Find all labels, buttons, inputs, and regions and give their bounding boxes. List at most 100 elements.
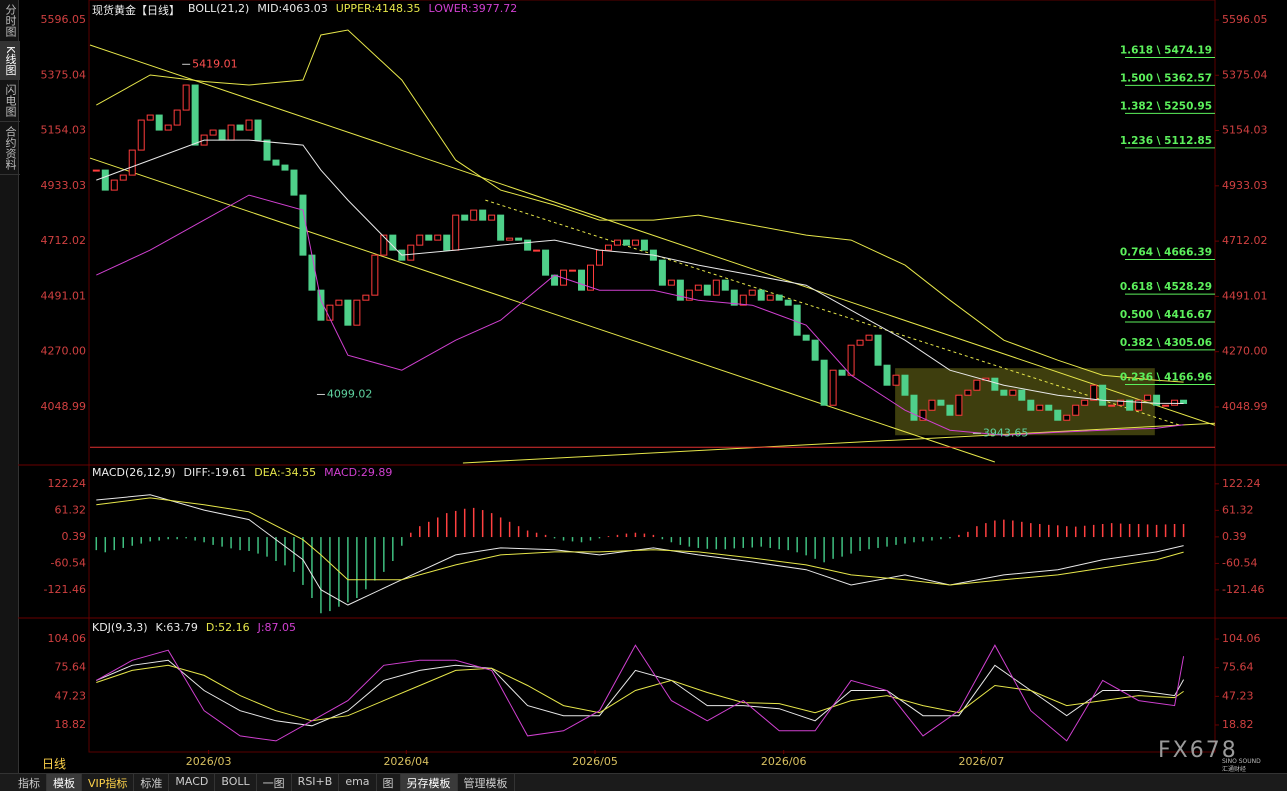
indicator-line — [96, 29, 1184, 383]
candle — [1090, 384, 1098, 401]
candle — [245, 119, 253, 131]
candle — [973, 379, 981, 391]
y-tick-label: 47.23 — [55, 689, 87, 702]
toolbar-tab[interactable]: MACD — [169, 774, 216, 791]
candle — [757, 289, 765, 301]
y-tick-label: 4491.01 — [1222, 289, 1268, 302]
series-label: K:63.79 — [155, 621, 198, 634]
candle — [1036, 404, 1044, 411]
toolbar-tab[interactable]: RSI+B — [292, 774, 340, 791]
candle — [479, 209, 487, 221]
candle — [784, 299, 792, 306]
candle — [533, 249, 541, 252]
y-tick-label: 4270.00 — [1222, 345, 1268, 358]
candle — [317, 289, 325, 321]
candle — [712, 279, 720, 296]
indicator-line — [96, 194, 1184, 436]
candle — [1045, 404, 1053, 411]
fib-label: 0.764 \ 4666.39 — [1120, 247, 1212, 259]
y-tick-label: 5154.03 — [1222, 124, 1268, 137]
toolbar-tab[interactable]: ema — [339, 774, 377, 791]
toolbar-tab[interactable]: BOLL — [215, 774, 257, 791]
fib-label: 1.618 \ 5474.19 — [1120, 44, 1212, 56]
candle — [407, 244, 415, 261]
candle — [910, 394, 918, 421]
toolbar-tab[interactable]: VIP指标 — [82, 774, 135, 791]
candle — [344, 299, 352, 326]
candle — [658, 259, 666, 286]
candle — [308, 254, 316, 291]
fib-label: 0.500 \ 4416.67 — [1120, 309, 1212, 321]
y-tick-label: 5154.03 — [41, 124, 87, 137]
candle — [1171, 399, 1179, 406]
watermark-cn: 汇通财经 — [1222, 766, 1247, 773]
candle — [218, 129, 226, 141]
x-tick-label: 2026/05 — [572, 755, 618, 768]
side-tab[interactable]: 合约资料 — [0, 122, 20, 176]
candle — [1072, 404, 1080, 416]
candle — [497, 214, 505, 241]
x-tick-label: 2026/03 — [186, 755, 232, 768]
toolbar-tab[interactable]: 一图 — [257, 774, 292, 791]
indicator-name: BOLL(21,2) — [188, 2, 250, 15]
toolbar: 指标 模板 VIP指标 标准 MACD BOLL 一图 RSI+B ema 图另存模板 管理模板 — [0, 773, 1287, 791]
candle — [586, 264, 594, 291]
candle — [191, 84, 199, 146]
candle — [353, 299, 361, 326]
series-label: D:52.16 — [205, 621, 250, 634]
side-tab[interactable]: 分时图 — [0, 0, 20, 42]
candle — [146, 114, 154, 121]
series-label: DEA:-34.55 — [254, 466, 317, 479]
watermark-sub: SINO SOUND 汇通财经 — [1222, 758, 1261, 774]
series-label: UPPER:4148.35 — [335, 2, 421, 15]
candle — [254, 119, 262, 141]
indicator-line — [96, 659, 1185, 727]
y-tick-label: 75.64 — [55, 661, 87, 674]
period-label[interactable]: 日线 — [41, 757, 66, 771]
y-tick-label: 104.06 — [1222, 632, 1261, 645]
candle — [811, 339, 819, 361]
fib-label: 0.618 \ 4528.29 — [1120, 281, 1212, 293]
candle — [883, 364, 891, 386]
candle — [946, 404, 954, 416]
candle — [461, 214, 469, 221]
fib-label: 0.382 \ 4305.06 — [1120, 337, 1212, 349]
candle — [263, 139, 271, 161]
y-tick-label: 4048.99 — [1222, 400, 1268, 413]
series-label: MID:4063.03 — [257, 2, 328, 15]
y-tick-label: 4712.02 — [1222, 234, 1268, 247]
side-tab[interactable]: K线图 — [0, 42, 20, 81]
toolbar-tab[interactable]: 管理模板 — [458, 774, 515, 791]
indicator-line — [96, 644, 1185, 742]
candle — [793, 304, 801, 336]
y-tick-label: 18.82 — [55, 718, 87, 731]
toolbar-tab[interactable]: 图 — [377, 774, 401, 791]
toolbar-tab[interactable]: 指标 — [12, 774, 47, 791]
candle — [1117, 399, 1125, 406]
candle — [991, 377, 999, 391]
candle — [425, 234, 433, 241]
candle — [416, 234, 424, 246]
toolbar-tab[interactable]: 另存模板 — [400, 774, 458, 791]
candle — [622, 239, 630, 246]
y-tick-label: -121.46 — [44, 583, 86, 596]
toolbar-tab[interactable]: 模板 — [47, 774, 82, 791]
series-label: DIFF:-19.61 — [183, 466, 247, 479]
y-tick-label: 5596.05 — [1222, 13, 1268, 26]
candle — [1009, 389, 1017, 396]
candle — [164, 124, 172, 131]
candle — [290, 169, 298, 196]
toolbar-tab[interactable]: 标准 — [134, 774, 170, 791]
candle — [155, 114, 163, 131]
hist-label: MACD:29.89 — [324, 466, 393, 479]
y-tick-label: 104.06 — [48, 632, 87, 645]
panel-title: 现货黄金【日线】 — [92, 4, 180, 17]
side-tab[interactable]: 闪电图 — [0, 80, 20, 123]
candle — [569, 269, 577, 272]
trend-line — [462, 422, 1216, 464]
candle — [1153, 394, 1161, 406]
candle — [856, 339, 864, 346]
candle — [1108, 404, 1116, 407]
candle — [542, 249, 550, 276]
candle — [362, 294, 370, 301]
